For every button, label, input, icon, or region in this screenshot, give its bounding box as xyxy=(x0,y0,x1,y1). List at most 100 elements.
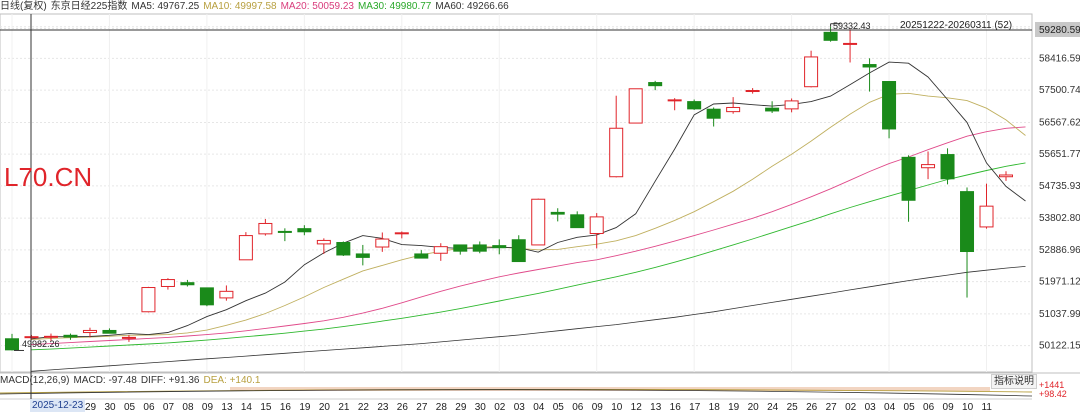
candle[interactable] xyxy=(706,107,721,127)
candle[interactable] xyxy=(882,81,897,139)
date-tick-label: 23 xyxy=(377,402,389,412)
candle[interactable] xyxy=(297,225,312,236)
date-tick-label: 11 xyxy=(982,402,993,412)
candle[interactable] xyxy=(570,211,585,229)
candle-series[interactable] xyxy=(5,26,1013,351)
ma60-line xyxy=(31,266,1026,372)
candle[interactable] xyxy=(784,98,799,113)
candle[interactable] xyxy=(979,183,994,229)
candle[interactable] xyxy=(355,244,370,266)
ma10-value: MA10: 49997.58 xyxy=(203,1,277,12)
candle[interactable] xyxy=(667,98,682,111)
candle[interactable] xyxy=(180,279,195,287)
candle[interactable] xyxy=(199,287,214,307)
candle[interactable] xyxy=(609,95,624,178)
date-tick-label: 14 xyxy=(241,402,253,412)
candle[interactable] xyxy=(492,239,507,255)
candle[interactable] xyxy=(453,244,468,255)
candle-body xyxy=(940,154,955,180)
candle[interactable] xyxy=(960,187,975,298)
date-tick-label: 19 xyxy=(728,402,740,412)
candle[interactable] xyxy=(921,151,936,180)
candle[interactable] xyxy=(238,232,253,261)
candle-body xyxy=(921,164,936,169)
candle[interactable] xyxy=(258,218,273,236)
candle-body xyxy=(648,82,663,87)
price-tick-label: 51971.12 xyxy=(1039,277,1080,288)
candle[interactable] xyxy=(414,250,429,259)
ma-legend: 日线(复权) 东京日经225指数 MA5: 49767.25 MA10: 49997.… xyxy=(0,0,513,14)
candle[interactable] xyxy=(511,235,526,263)
date-tick-label: 03 xyxy=(865,402,877,412)
candle[interactable] xyxy=(745,88,760,94)
date-tick-label: 02 xyxy=(845,402,857,412)
date-tick-label: 05 xyxy=(553,402,565,412)
candle[interactable] xyxy=(316,238,331,254)
candle[interactable] xyxy=(589,213,604,249)
candle-body xyxy=(667,99,682,102)
candle[interactable] xyxy=(550,208,565,222)
date-tick-label: 06 xyxy=(572,402,584,412)
date-tick-label: 07 xyxy=(163,402,175,412)
candle[interactable] xyxy=(336,241,351,257)
candle[interactable] xyxy=(82,327,97,338)
candle-body xyxy=(453,244,468,252)
candle-body xyxy=(63,334,78,338)
instrument-name: 东京日经225指数 xyxy=(50,1,128,12)
price-tick-label: 58416.59 xyxy=(1039,53,1080,64)
date-tick-label: 27 xyxy=(826,402,838,412)
date-tick-label: 18 xyxy=(709,402,721,412)
candle-body xyxy=(804,56,819,88)
date-tick-label: 10 xyxy=(962,402,974,412)
candle[interactable] xyxy=(277,228,292,242)
date-tick-label: 12 xyxy=(631,402,643,412)
candle[interactable] xyxy=(648,80,663,91)
candle[interactable] xyxy=(43,333,58,342)
candle[interactable] xyxy=(375,232,390,252)
candle[interactable] xyxy=(531,198,546,246)
candle[interactable] xyxy=(219,285,234,301)
candle-body xyxy=(258,222,273,235)
candle-body xyxy=(472,244,487,252)
date-tick-label: 30 xyxy=(475,402,487,412)
candle[interactable] xyxy=(940,148,955,185)
candle[interactable] xyxy=(472,241,487,254)
candle[interactable] xyxy=(5,333,19,351)
candle[interactable] xyxy=(121,334,136,342)
candle[interactable] xyxy=(765,101,780,114)
candle[interactable] xyxy=(160,278,175,290)
candle[interactable] xyxy=(628,88,643,124)
date-tick-label: 20 xyxy=(748,402,760,412)
candle-body xyxy=(609,127,624,178)
candle-body xyxy=(219,290,234,299)
macd-diff-line xyxy=(0,389,1033,397)
date-tick-label: 04 xyxy=(884,402,896,412)
candle[interactable] xyxy=(843,29,858,63)
candle-body xyxy=(979,205,994,228)
candle[interactable] xyxy=(102,328,117,334)
candle-body xyxy=(765,107,780,112)
date-tick-label: 26 xyxy=(806,402,818,412)
indicator-help-button[interactable]: 指标说明 xyxy=(991,374,1037,389)
candle-body xyxy=(433,246,448,254)
candle[interactable] xyxy=(433,243,448,261)
candle-body xyxy=(121,336,136,339)
candle[interactable] xyxy=(141,286,156,313)
candle[interactable] xyxy=(901,155,916,222)
candle[interactable] xyxy=(862,58,877,92)
candle[interactable] xyxy=(726,97,741,114)
candle[interactable] xyxy=(394,231,409,239)
candle[interactable] xyxy=(804,50,819,88)
candle[interactable] xyxy=(999,171,1013,181)
candle-body xyxy=(277,230,292,233)
max-price-label: 59332.43 xyxy=(833,21,871,31)
candle-body xyxy=(5,338,19,351)
date-tick-label: 09 xyxy=(202,402,214,412)
candle[interactable] xyxy=(687,99,702,110)
candle[interactable] xyxy=(63,333,78,340)
candle[interactable] xyxy=(823,26,838,42)
candle-body xyxy=(511,239,526,263)
candle-body xyxy=(102,329,117,334)
